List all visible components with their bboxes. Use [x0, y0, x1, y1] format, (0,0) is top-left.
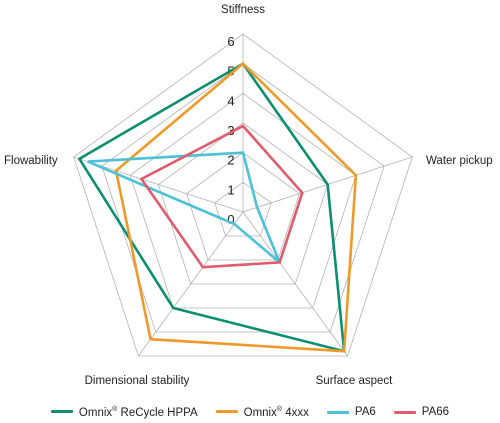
legend-item-pa66: PA66 — [393, 406, 450, 418]
legend-swatch — [393, 410, 416, 414]
series-line-pa6 — [87, 151, 281, 264]
axis-label-surface-aspect: Surface aspect — [316, 375, 394, 387]
legend-item-omnix-recycle-hppa: Omnix® ReCycle HPPA — [50, 405, 198, 419]
legend-label: Omnix® 4xxx — [243, 405, 309, 419]
legend-swatch — [326, 410, 349, 414]
tick-label-6: 6 — [227, 34, 234, 49]
axis-labels: Stiffness Water pickup Surface aspect Dimen… — [4, 4, 493, 387]
radar-grid — [73, 33, 413, 357]
grid-ring-1 — [214, 181, 272, 237]
grid-ring-3 — [157, 122, 329, 285]
legend: Omnix® ReCycle HPPA Omnix® 4xxx PA6 PA66 — [0, 403, 500, 421]
tick-label-2: 2 — [227, 153, 234, 168]
axis-label-flowability: Flowability — [4, 155, 58, 167]
legend-label: PA66 — [421, 406, 450, 418]
series-line-pa66 — [139, 124, 304, 269]
axis-label-dimensional-stability: Dimensional stability — [85, 375, 190, 387]
axis-label-water-pickup: Water pickup — [426, 155, 493, 167]
tick-label-4: 4 — [227, 93, 234, 108]
grid-spoke — [138, 211, 244, 357]
series-line-omnix-recycle-hppa — [77, 61, 346, 353]
legend-swatch — [50, 410, 73, 414]
grid-ring-6 — [73, 33, 413, 357]
tick-label-1: 1 — [227, 182, 234, 197]
grid-ring-2 — [186, 152, 300, 261]
legend-label: Omnix® ReCycle HPPA — [78, 405, 198, 419]
legend-swatch — [215, 410, 238, 414]
tick-label-0: 0 — [227, 212, 234, 227]
grid-ring-5 — [101, 63, 385, 333]
grid-spoke — [242, 211, 348, 357]
legend-item-pa6: PA6 — [326, 406, 376, 418]
radar-series — [77, 61, 358, 353]
legend-label: PA6 — [354, 406, 376, 418]
axis-label-stiffness: Stiffness — [221, 4, 265, 16]
legend-item-omnix-4xxx: Omnix® 4xxx — [215, 405, 309, 419]
grid-ring-4 — [129, 92, 357, 309]
tick-label-3: 3 — [227, 123, 234, 138]
series-line-omnix-4xxx — [114, 61, 358, 353]
grid-spoke — [73, 156, 244, 213]
